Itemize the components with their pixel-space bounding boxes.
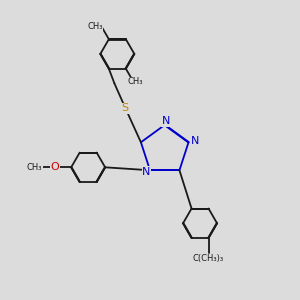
Text: N: N <box>191 136 199 146</box>
Text: N: N <box>162 116 170 126</box>
Text: C(CH₃)₃: C(CH₃)₃ <box>193 254 224 263</box>
Text: N: N <box>142 167 151 177</box>
Text: CH₃: CH₃ <box>27 163 42 172</box>
Text: S: S <box>121 103 128 113</box>
Text: CH₃: CH₃ <box>128 77 143 86</box>
Text: O: O <box>51 162 59 172</box>
Text: CH₃: CH₃ <box>87 22 103 31</box>
